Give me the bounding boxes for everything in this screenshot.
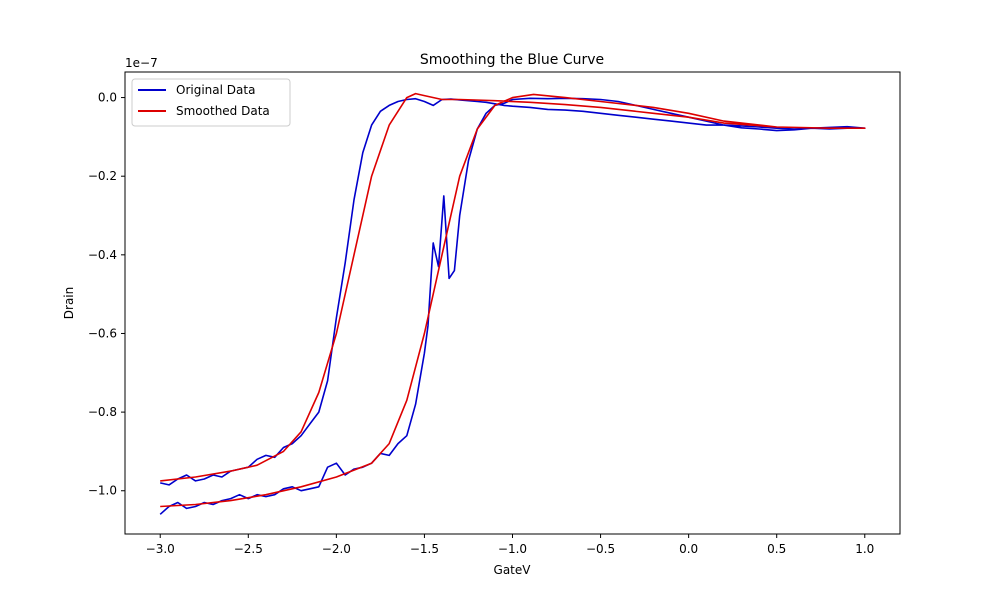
y-tick-label: −0.6	[88, 326, 117, 340]
y-axis: −1.0 −0.8 −0.6 −0.4 −0.2 0.0	[88, 91, 125, 498]
chart-title: Smoothing the Blue Curve	[420, 52, 604, 68]
x-tick-label: −1.0	[498, 542, 527, 556]
x-tick-label: 1.0	[855, 542, 874, 556]
y-tick-label: −0.8	[88, 405, 117, 419]
legend-label-smoothed: Smoothed Data	[176, 104, 270, 118]
y-offset-text: 1e−7	[125, 56, 158, 70]
plot-lines	[159, 92, 866, 515]
y-tick-label: −0.2	[88, 169, 117, 183]
y-tick-label: 0.0	[98, 91, 117, 105]
legend: Original Data Smoothed Data	[131, 78, 291, 127]
y-tick-label: −1.0	[88, 484, 117, 498]
y-axis-label: Drain	[62, 287, 76, 319]
smoothed-data-line	[160, 92, 866, 508]
x-tick-label: 0.5	[767, 542, 786, 556]
y-tick-label: −0.4	[88, 248, 117, 262]
x-tick-label: −2.0	[322, 542, 351, 556]
x-tick-label: −3.0	[146, 542, 175, 556]
x-axis: −3.0 −2.5 −2.0 −1.5 −1.0 −0.5 0.0 0.5 1.0	[146, 534, 874, 556]
legend-box	[131, 78, 291, 127]
original-data-line	[159, 97, 866, 515]
x-tick-label: −2.5	[234, 542, 263, 556]
x-tick-label: 0.0	[679, 542, 698, 556]
legend-label-original: Original Data	[176, 83, 255, 97]
x-axis-label: GateV	[494, 563, 532, 577]
x-tick-label: −0.5	[586, 542, 615, 556]
x-tick-label: −1.5	[410, 542, 439, 556]
